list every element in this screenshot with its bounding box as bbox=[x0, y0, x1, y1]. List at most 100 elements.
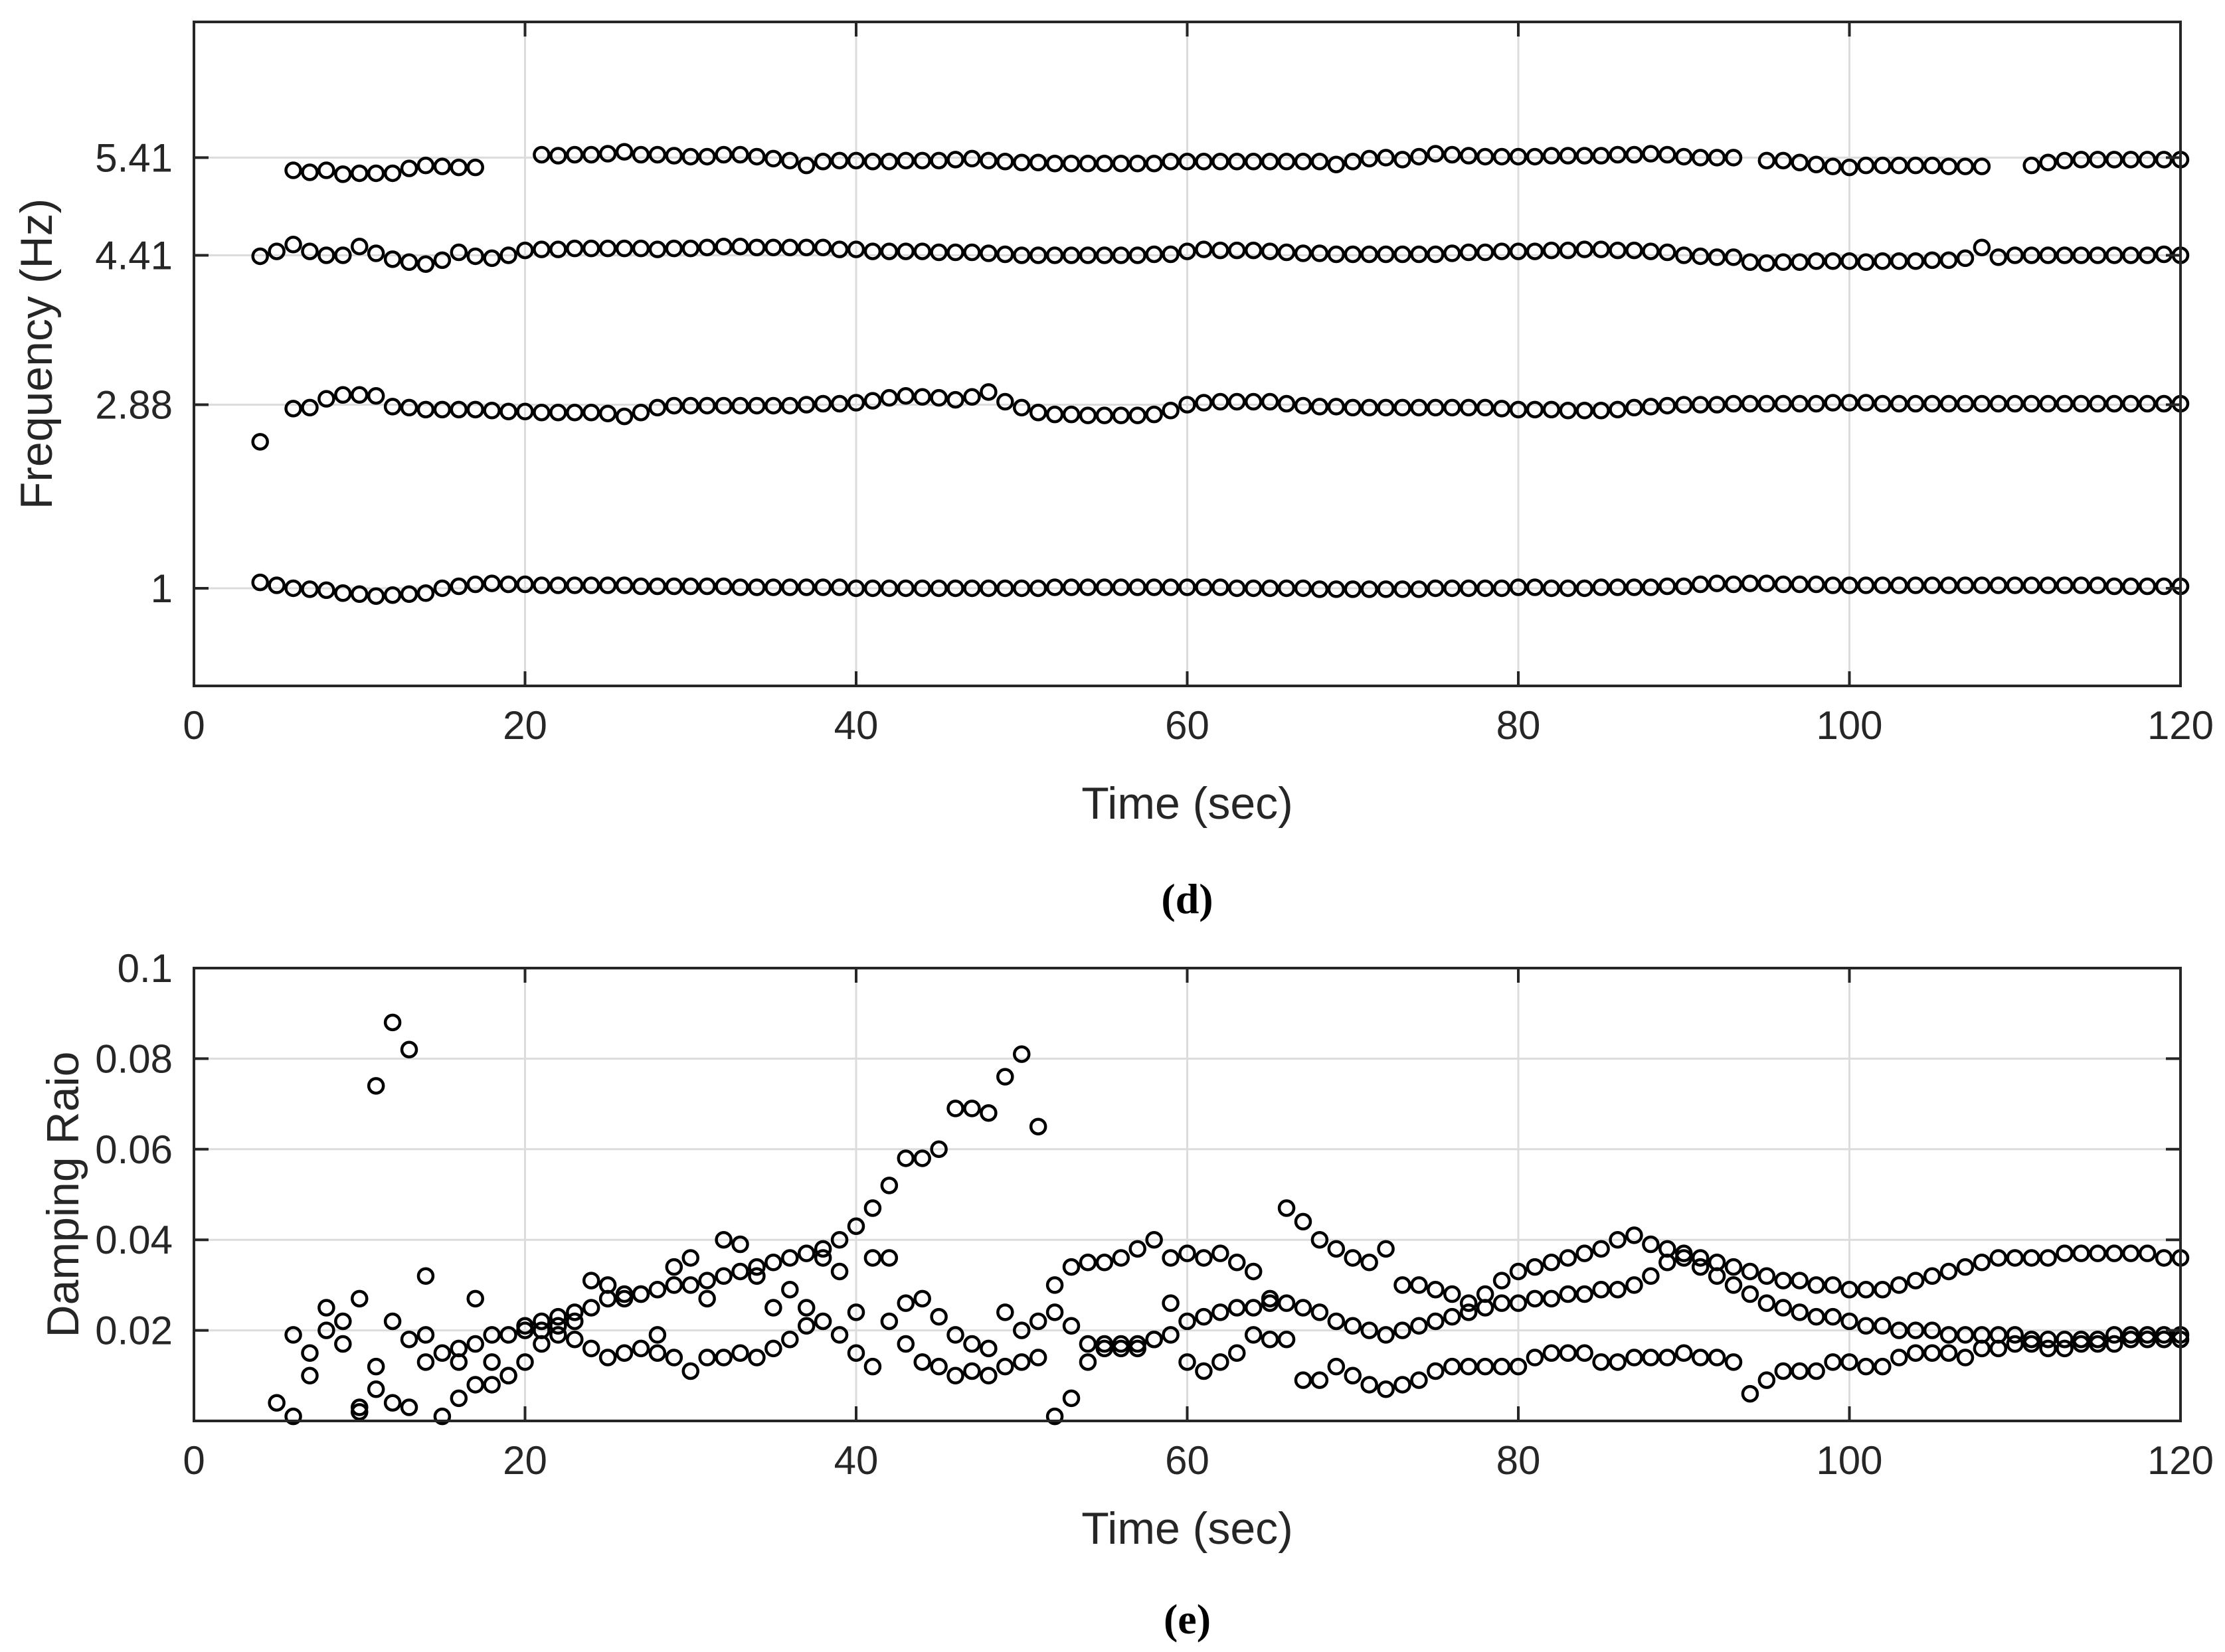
data-point bbox=[1625, 145, 1643, 164]
data-point bbox=[1145, 1230, 1163, 1249]
data-point bbox=[1211, 1244, 1229, 1262]
data-point bbox=[1526, 1258, 1544, 1276]
data-point bbox=[1774, 394, 1793, 413]
data-point bbox=[1757, 1267, 1776, 1285]
data-point bbox=[1973, 1254, 1991, 1272]
frequency-panel-caption: (d) bbox=[1161, 875, 1213, 922]
data-point bbox=[615, 407, 634, 426]
data-point bbox=[863, 1199, 882, 1217]
data-point bbox=[731, 578, 749, 596]
data-point bbox=[1559, 241, 1577, 260]
data-point bbox=[1526, 400, 1544, 419]
data-point bbox=[367, 1380, 385, 1398]
data-point bbox=[2039, 153, 2057, 172]
data-point bbox=[715, 577, 733, 596]
data-point bbox=[1708, 574, 1726, 592]
data-point bbox=[1542, 400, 1561, 419]
data-point bbox=[1509, 1262, 1528, 1281]
data-point bbox=[781, 1249, 799, 1267]
data-point bbox=[582, 1272, 600, 1289]
data-point bbox=[1956, 394, 1975, 413]
data-point bbox=[1211, 241, 1229, 260]
data-point bbox=[1592, 1353, 1610, 1371]
data-point bbox=[1459, 579, 1478, 598]
data-point bbox=[814, 1312, 832, 1331]
data-point bbox=[1559, 1249, 1577, 1267]
data-point bbox=[715, 1230, 733, 1249]
data-point bbox=[450, 158, 468, 177]
damping-panel-caption: (e) bbox=[1164, 1596, 1211, 1643]
data-point bbox=[681, 1249, 699, 1267]
data-point bbox=[1195, 240, 1213, 258]
data-point bbox=[897, 1335, 915, 1353]
data-point bbox=[499, 246, 517, 264]
data-point bbox=[781, 238, 799, 256]
data-point bbox=[2138, 577, 2157, 596]
data-point bbox=[1939, 394, 1958, 413]
data-point bbox=[1774, 1362, 1793, 1380]
data-point bbox=[2039, 394, 2057, 413]
x-tick-label: 40 bbox=[834, 703, 879, 748]
data-point bbox=[731, 396, 749, 415]
data-point bbox=[615, 576, 634, 594]
data-point bbox=[533, 403, 551, 422]
data-point bbox=[681, 577, 699, 596]
data-point bbox=[863, 579, 882, 598]
data-point bbox=[2105, 394, 2123, 413]
data-point bbox=[1145, 1330, 1163, 1349]
data-point bbox=[1377, 1326, 1395, 1344]
data-point bbox=[913, 1353, 931, 1371]
data-point bbox=[946, 579, 964, 598]
data-point bbox=[2155, 151, 2173, 169]
data-point bbox=[1774, 1272, 1793, 1289]
data-point bbox=[1592, 147, 1610, 165]
data-point bbox=[533, 576, 551, 594]
data-point bbox=[2006, 246, 2024, 264]
data-point bbox=[996, 1068, 1014, 1086]
data-point bbox=[1973, 394, 1991, 413]
data-point bbox=[1857, 394, 1875, 412]
data-point bbox=[1691, 1249, 1710, 1267]
data-point bbox=[1427, 145, 1445, 163]
data-point bbox=[284, 400, 302, 418]
data-point bbox=[1178, 1244, 1196, 1262]
data-point bbox=[1145, 245, 1163, 264]
data-point bbox=[1658, 1349, 1676, 1366]
data-point bbox=[1642, 398, 1660, 416]
data-point bbox=[301, 1344, 319, 1362]
data-point bbox=[1575, 1244, 1593, 1262]
data-point bbox=[1277, 243, 1296, 262]
data-point bbox=[1344, 1317, 1362, 1335]
data-point bbox=[963, 1335, 981, 1353]
data-point bbox=[996, 245, 1014, 264]
data-point bbox=[1840, 158, 1858, 177]
data-point bbox=[1211, 578, 1229, 596]
data-point bbox=[2072, 576, 2090, 594]
data-point bbox=[1939, 1262, 1958, 1281]
data-point bbox=[847, 1217, 865, 1235]
data-point bbox=[632, 577, 650, 596]
data-point bbox=[897, 242, 915, 260]
data-point bbox=[1840, 252, 1858, 270]
data-point bbox=[1774, 151, 1793, 170]
data-point bbox=[1642, 1349, 1660, 1366]
data-point bbox=[1939, 157, 1958, 175]
x-tick-label: 40 bbox=[834, 1438, 879, 1483]
data-point bbox=[797, 1317, 816, 1335]
data-point bbox=[1277, 394, 1296, 413]
data-point bbox=[665, 577, 683, 596]
data-point bbox=[268, 576, 286, 594]
data-point bbox=[268, 242, 286, 260]
data-point bbox=[1592, 1240, 1610, 1258]
data-point bbox=[1095, 1335, 1114, 1353]
data-point bbox=[1360, 398, 1378, 417]
data-point bbox=[1029, 1312, 1047, 1331]
data-point bbox=[1890, 576, 1908, 594]
data-point bbox=[1045, 246, 1064, 264]
data-point bbox=[1013, 1353, 1031, 1371]
x-tick-label: 80 bbox=[1496, 1438, 1541, 1483]
data-point bbox=[1741, 1262, 1759, 1281]
data-point bbox=[1724, 1258, 1743, 1276]
x-tick-label: 80 bbox=[1496, 703, 1541, 748]
data-point bbox=[549, 1307, 567, 1326]
